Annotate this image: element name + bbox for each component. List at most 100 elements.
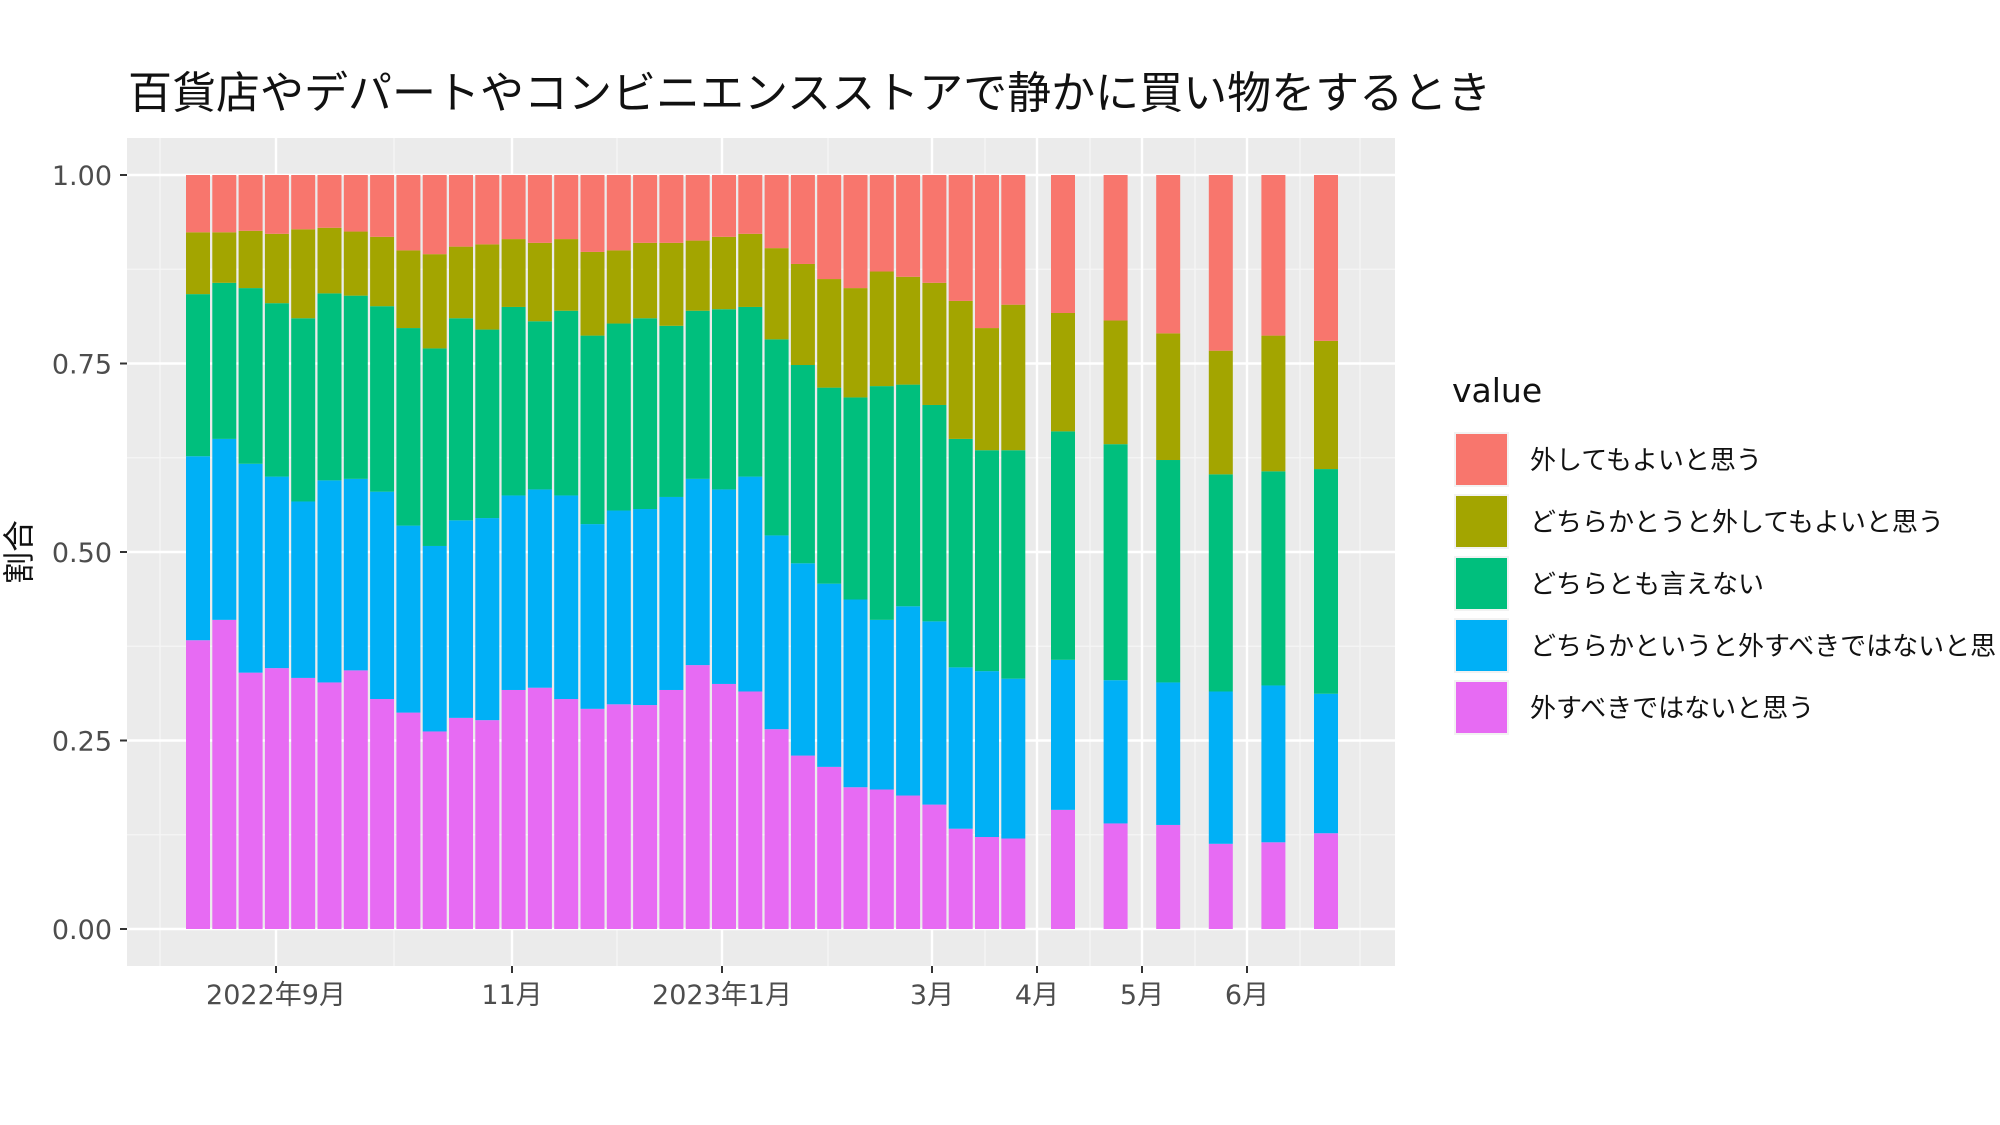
bar-segment-hazushitemoyoi: [843, 175, 868, 289]
bar-segment-dochiratomo: [396, 328, 421, 526]
bar-segment-hazushitemoyoi: [817, 175, 842, 280]
bar-segment-hazushitemoyoi: [922, 175, 947, 283]
bar-segment-dochiraka-hazusubekidewanai: [948, 667, 973, 829]
bar-segment-hazushitemoyoi: [186, 175, 210, 233]
bar-segment-hazushitemoyoi: [1001, 175, 1026, 305]
bar-segment-dochiraka-hazusubekidewanai: [922, 621, 947, 805]
bar-segment-dochiraka-hazushitemoyoi: [1208, 350, 1233, 475]
bar-segment-hazusubekidewanai: [659, 689, 684, 929]
bar-segment-dochiratomo: [606, 323, 631, 511]
bar-segment-hazushitemoyoi: [659, 175, 684, 243]
bar-segment-dochiratomo: [449, 318, 473, 521]
stacked-bar: [1156, 175, 1181, 929]
bar-segment-hazusubekidewanai: [554, 699, 579, 929]
bar-segment-dochiraka-hazusubekidewanai: [527, 489, 552, 688]
bar-segment-dochiraka-hazusubekidewanai: [554, 495, 579, 700]
bar-segment-dochiratomo: [343, 295, 368, 479]
bar-segment-dochiratomo: [869, 386, 894, 620]
stacked-bar: [554, 175, 579, 929]
bar-segment-hazusubekidewanai: [633, 705, 658, 929]
bar-segment-dochiraka-hazushitemoyoi: [396, 250, 421, 329]
legend-title: value: [1452, 371, 1542, 410]
bar-segment-hazusubekidewanai: [370, 699, 395, 929]
bar-segment-hazushitemoyoi: [1208, 175, 1233, 351]
bar-segment-dochiratomo: [633, 318, 658, 510]
bar-segment-dochiratomo: [501, 306, 526, 496]
bar-segment-dochiraka-hazushitemoyoi: [580, 251, 605, 336]
bar-segment-dochiraka-hazushitemoyoi: [238, 230, 263, 289]
bar-segment-hazusubekidewanai: [817, 766, 842, 929]
stacked-bar: [501, 175, 526, 929]
bar-segment-dochiraka-hazushitemoyoi: [764, 248, 789, 340]
stacked-bar: [685, 175, 710, 929]
bar-segment-dochiratomo: [738, 306, 763, 477]
bar-segment-dochiratomo: [843, 397, 868, 600]
bar-segment-hazusubekidewanai: [1103, 823, 1128, 929]
bar-segment-dochiraka-hazushitemoyoi: [1001, 304, 1026, 451]
bar-segment-hazushitemoyoi: [896, 175, 921, 277]
stacked-bar: [370, 175, 395, 929]
bar-segment-dochiraka-hazusubekidewanai: [186, 456, 210, 641]
bar-segment-dochiraka-hazushitemoyoi: [317, 227, 342, 294]
stacked-bar: [1314, 175, 1338, 929]
bar-segment-hazusubekidewanai: [896, 795, 921, 929]
bar-segment-hazushitemoyoi: [475, 175, 500, 245]
x-tick-label: 2022年9月: [206, 980, 346, 1011]
stacked-bar: [948, 175, 973, 929]
bar-segment-dochiraka-hazusubekidewanai: [422, 545, 447, 732]
bar-segment-dochiraka-hazushitemoyoi: [212, 232, 237, 283]
bar-segment-dochiraka-hazushitemoyoi: [790, 263, 815, 366]
bar-segment-dochiraka-hazusubekidewanai: [869, 619, 894, 790]
bar-segment-dochiraka-hazusubekidewanai: [1261, 685, 1286, 843]
bar-segment-dochiraka-hazushitemoyoi: [527, 242, 552, 322]
bar-segment-hazushitemoyoi: [291, 175, 316, 230]
legend-key: [1456, 496, 1507, 547]
y-tick-label: 0.25: [52, 727, 112, 758]
bar-segment-dochiratomo: [1001, 450, 1026, 679]
bar-segment-hazushitemoyoi: [869, 175, 894, 272]
bar-segment-dochiraka-hazusubekidewanai: [1001, 678, 1026, 839]
stacked-bar: [922, 175, 947, 929]
bar-segment-hazushitemoyoi: [527, 175, 552, 243]
bar-segment-dochiraka-hazushitemoyoi: [370, 236, 395, 307]
stacked-bar: [712, 175, 736, 929]
bar-segment-hazushitemoyoi: [1261, 175, 1286, 336]
bar-segment-dochiraka-hazusubekidewanai: [843, 599, 868, 788]
bar-segment-dochiraka-hazushitemoyoi: [1261, 335, 1286, 472]
bar-segment-dochiratomo: [186, 294, 210, 457]
bar-segment-hazusubekidewanai: [475, 720, 500, 929]
bar-segment-dochiraka-hazushitemoyoi: [554, 239, 579, 311]
legend-key: [1456, 558, 1507, 609]
bar-segment-dochiraka-hazushitemoyoi: [422, 254, 447, 349]
legend: value 外してもよいと思うどちらかとうと外してもよいと思うどちらとも言えない…: [1452, 371, 2000, 735]
bar-segment-dochiraka-hazushitemoyoi: [291, 229, 316, 319]
bar-segment-dochiraka-hazushitemoyoi: [475, 244, 500, 330]
bar-segment-dochiraka-hazusubekidewanai: [790, 563, 815, 756]
bar-segment-dochiraka-hazushitemoyoi: [817, 279, 842, 388]
bar-segment-hazusubekidewanai: [1001, 838, 1026, 929]
stacked-bar: [1051, 175, 1075, 929]
bar-segment-hazusubekidewanai: [738, 691, 763, 929]
x-tick-label: 4月: [1015, 980, 1059, 1011]
bar-segment-dochiraka-hazusubekidewanai: [475, 518, 500, 721]
bar-segment-dochiratomo: [685, 310, 710, 479]
bar-segment-hazushitemoyoi: [1051, 175, 1075, 313]
bar-segment-hazushitemoyoi: [449, 175, 473, 247]
bar-segment-hazusubekidewanai: [764, 729, 789, 929]
bar-segment-dochiraka-hazushitemoyoi: [948, 300, 973, 439]
bar-segment-hazushitemoyoi: [606, 175, 631, 251]
bar-segment-dochiraka-hazusubekidewanai: [212, 438, 237, 620]
bar-segment-hazusubekidewanai: [501, 689, 526, 929]
bar-segment-hazushitemoyoi: [712, 175, 736, 237]
bar-segment-hazushitemoyoi: [1103, 175, 1128, 321]
stacked-bar: [212, 175, 237, 929]
bar-segment-hazusubekidewanai: [1208, 843, 1233, 929]
bar-segment-dochiratomo: [790, 365, 815, 564]
bar-segment-hazushitemoyoi: [633, 175, 658, 243]
bar-segment-hazusubekidewanai: [264, 668, 289, 929]
bar-segment-hazusubekidewanai: [238, 672, 263, 929]
bar-segment-hazushitemoyoi: [396, 175, 421, 251]
stacked-bar: [264, 175, 289, 929]
bar-segment-dochiratomo: [712, 309, 736, 490]
bar-segment-dochiraka-hazusubekidewanai: [580, 524, 605, 709]
